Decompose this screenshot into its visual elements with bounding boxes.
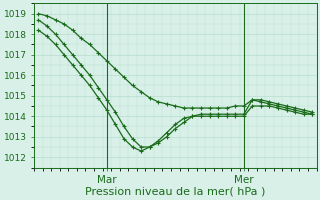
X-axis label: Pression niveau de la mer( hPa ): Pression niveau de la mer( hPa )	[85, 187, 266, 197]
